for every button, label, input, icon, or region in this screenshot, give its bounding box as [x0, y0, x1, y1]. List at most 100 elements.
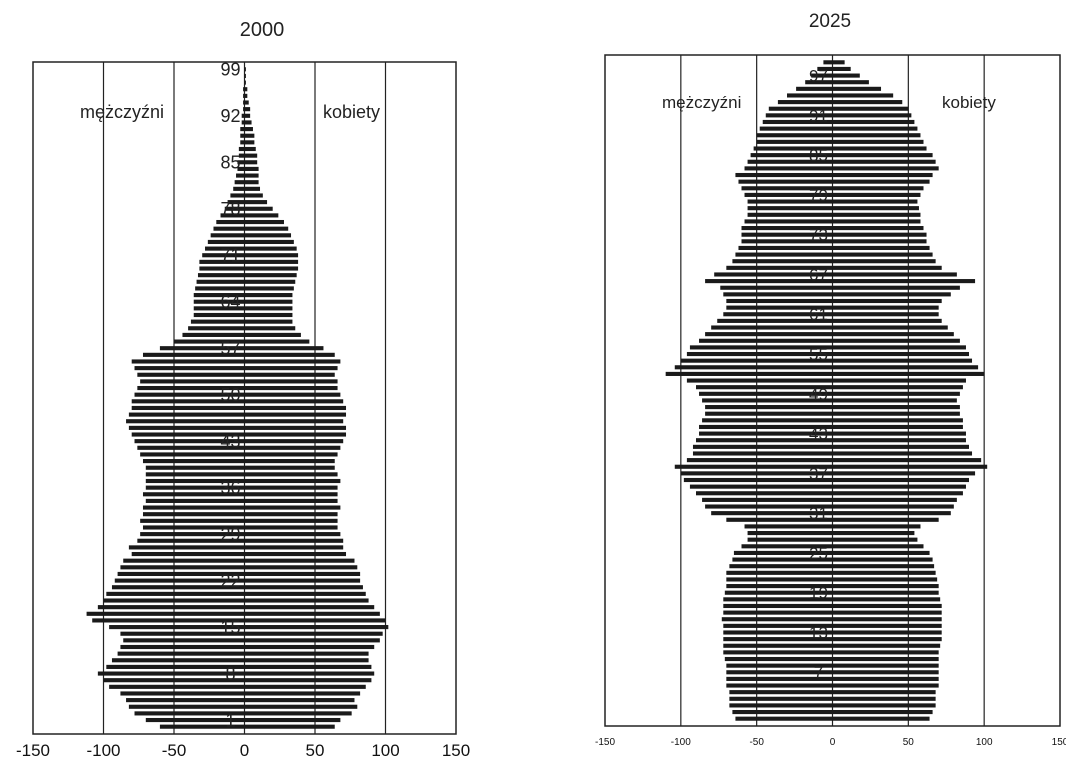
age-label-49: 49 [809, 385, 828, 404]
bar-men-age-78 [747, 199, 833, 204]
bar-women-age-9 [832, 656, 939, 662]
bar-women-age-57 [244, 346, 324, 351]
bar-men-age-13 [123, 638, 245, 643]
bar-women-age-51 [244, 385, 338, 391]
bar-women-age-26 [832, 544, 924, 549]
x-tick-label-6: 150 [1052, 737, 1066, 748]
bar-men-age-37 [145, 478, 245, 484]
bar-men-age-19 [724, 590, 833, 595]
bar-women-age-19 [244, 598, 369, 603]
bar-women-age-2 [832, 703, 936, 708]
bar-men-age-52 [665, 371, 833, 376]
bar-men-age-39 [145, 465, 245, 470]
bar-women-age-83 [832, 166, 939, 171]
bar-women-age-93 [832, 100, 903, 105]
bar-women-age-42 [832, 438, 966, 443]
bar-women-age-61 [832, 312, 939, 317]
bar-women-age-43 [244, 439, 344, 444]
bar-women-age-41 [832, 444, 969, 449]
legend-women-2000: kobiety [323, 102, 380, 122]
bar-women-age-16 [244, 618, 386, 623]
bar-men-age-70 [199, 259, 245, 264]
bar-men-age-92 [241, 113, 245, 118]
bar-men-age-54 [680, 358, 833, 363]
bar-women-age-63 [244, 306, 293, 311]
bar-men-age-95 [243, 93, 245, 98]
bar-women-age-6 [832, 676, 939, 681]
bar-men-age-50 [696, 385, 833, 390]
bar-women-age-91 [244, 120, 252, 125]
bar-women-age-74 [244, 233, 292, 238]
bar-women-age-88 [832, 133, 921, 138]
bar-men-age-2 [729, 703, 833, 708]
bar-men-age-77 [220, 213, 245, 218]
bar-women-age-68 [244, 273, 297, 278]
bar-men-age-6 [726, 676, 833, 681]
bar-women-age-23 [244, 571, 361, 577]
bar-women-age-91 [832, 113, 912, 118]
bar-men-age-72 [741, 239, 833, 244]
bar-women-age-95 [244, 93, 248, 98]
bar-men-age-93 [243, 107, 245, 112]
bar-women-age-29 [832, 524, 921, 529]
x-tick-label-4: 50 [306, 741, 325, 760]
bar-men-age-58 [705, 332, 833, 337]
bar-men-age-55 [131, 359, 245, 364]
bar-women-age-59 [244, 332, 301, 337]
bar-women-age-36 [244, 485, 338, 490]
x-tick-label-5: 100 [371, 741, 399, 760]
bar-women-age-46 [244, 419, 344, 424]
bar-men-age-43 [134, 439, 245, 444]
bar-women-age-41 [244, 452, 338, 457]
bar-women-age-39 [832, 458, 982, 463]
bar-men-age-88 [756, 133, 833, 138]
bar-men-age-88 [240, 140, 245, 145]
bar-women-age-8 [832, 663, 939, 668]
bar-men-age-38 [145, 472, 245, 477]
bar-men-age-62 [726, 305, 833, 310]
x-tick-label-1: -100 [671, 737, 691, 748]
bar-women-age-54 [244, 366, 338, 371]
bar-women-age-44 [832, 424, 963, 430]
bar-women-age-98 [244, 73, 246, 79]
bar-men-age-68 [726, 265, 833, 270]
bar-men-age-31 [711, 511, 833, 516]
x-tick-label-4: 50 [903, 737, 915, 748]
bar-men-age-98 [817, 66, 833, 71]
bar-men-age-27 [747, 537, 833, 542]
bar-men-age-24 [732, 557, 833, 562]
bar-women-age-55 [832, 351, 969, 357]
bar-women-age-54 [832, 358, 973, 363]
bar-women-age-38 [832, 464, 988, 469]
bar-men-age-44 [699, 424, 833, 430]
bar-men-age-28 [137, 538, 245, 543]
bar-women-age-27 [832, 537, 918, 542]
bar-men-age-76 [747, 212, 833, 217]
bar-men-age-99 [823, 60, 833, 65]
bar-women-age-77 [244, 213, 279, 218]
bar-women-age-82 [832, 172, 933, 178]
bar-men-age-25 [733, 550, 833, 555]
bar-women-age-87 [244, 146, 256, 152]
x-tick-label-0: -150 [16, 741, 50, 760]
bar-men-age-57 [159, 346, 245, 351]
bar-men-age-37 [680, 471, 833, 476]
bar-women-age-1 [244, 717, 341, 723]
bar-men-age-75 [744, 219, 833, 224]
bar-men-age-39 [686, 458, 833, 463]
bar-men-age-77 [747, 206, 833, 211]
bar-women-age-81 [244, 186, 261, 191]
bar-women-age-76 [832, 212, 921, 217]
bar-women-age-79 [244, 200, 268, 205]
bar-women-age-40 [244, 459, 335, 464]
x-tick-label-3: 0 [830, 737, 836, 748]
age-label-22: 22 [220, 571, 240, 591]
bar-women-age-50 [244, 392, 341, 397]
bar-men-age-34 [145, 498, 245, 503]
bar-women-age-10 [832, 650, 939, 655]
bar-women-age-76 [244, 219, 284, 225]
x-tick-label-5: 100 [976, 737, 993, 748]
bar-women-age-24 [244, 565, 358, 570]
chart-title-2000: 2000 [240, 19, 285, 41]
bar-women-age-80 [244, 193, 263, 198]
